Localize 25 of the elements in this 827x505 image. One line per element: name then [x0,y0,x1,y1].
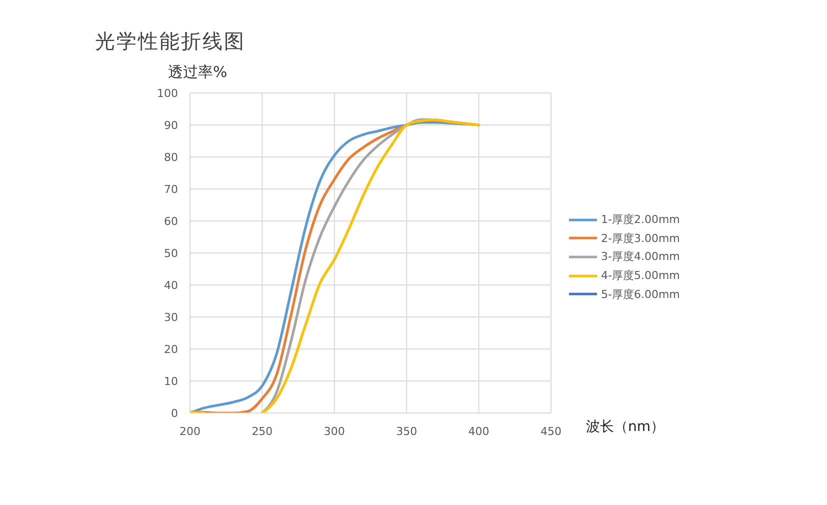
y-tick-label: 50 [164,246,178,260]
x-tick-label: 350 [396,424,418,438]
legend-label: 5-厚度6.00mm [601,286,680,302]
y-tick-label: 10 [164,374,178,388]
y-tick-label: 70 [164,182,178,196]
x-tick-label: 250 [252,424,273,438]
chart-title: 光学性能折线图 [95,28,246,55]
legend-label: 2-厚度3.00mm [601,230,680,246]
legend-label: 4-厚度5.00mm [601,268,680,284]
y-tick-label: 100 [157,86,178,100]
y-tick-label: 20 [164,342,178,356]
x-tick-label: 200 [180,424,200,438]
x-axis-title: 波长（nm） [586,418,665,436]
legend-label: 3-厚度4.00mm [601,249,680,264]
legend-label: 1-厚度2.00mm [601,212,680,228]
y-tick-label: 90 [164,118,178,132]
y-tick-label: 60 [164,214,178,228]
x-tick-label: 300 [324,424,345,438]
x-tick-label: 400 [468,424,490,438]
y-tick-label: 80 [164,150,178,164]
y-axis-title: 透过率% [168,63,228,82]
y-tick-label: 0 [171,406,178,420]
y-tick-label: 40 [164,278,178,292]
x-tick-label: 450 [540,424,562,438]
y-tick-label: 30 [164,310,178,324]
